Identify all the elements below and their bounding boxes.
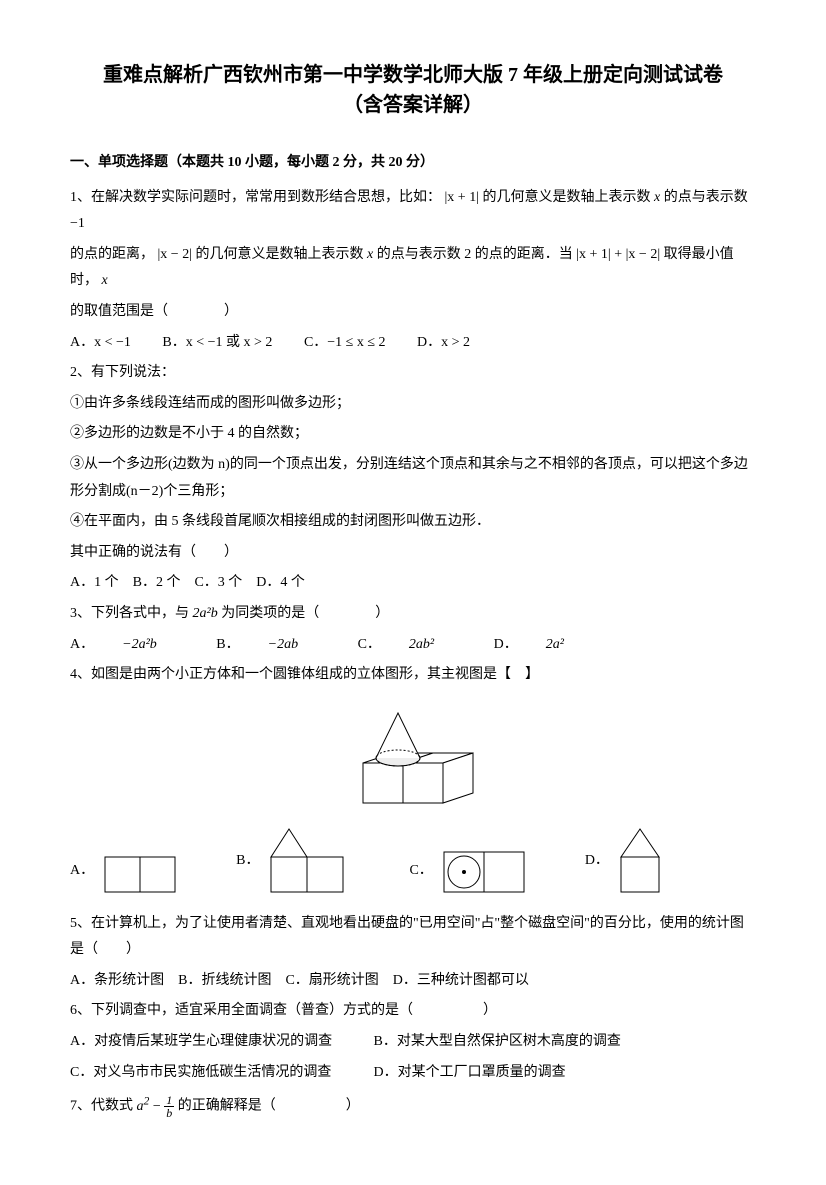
q1-text-a: 1、在解决数学实际问题时，常常用到数形结合思想，比如： bbox=[70, 190, 441, 205]
q4-options-row: A． B． C． D． bbox=[70, 827, 756, 897]
q4-optD-label: D． bbox=[585, 848, 609, 875]
question-1: 1、在解决数学实际问题时，常常用到数形结合思想，比如： |x + 1| 的几何意… bbox=[70, 185, 756, 238]
q4-optA-label: A． bbox=[70, 858, 94, 885]
q3-expr-main: 2a²b bbox=[193, 606, 218, 621]
q4-optC-icon bbox=[439, 847, 529, 897]
q2-s1: ①由许多条线段连结而成的图形叫做多边形； bbox=[70, 391, 756, 418]
q3-optD-expr: 2a² bbox=[546, 632, 564, 659]
q7-frac-den: b bbox=[164, 1107, 174, 1119]
q6-optA: A．对疫情后某班学生心理健康状况的调查 bbox=[70, 1029, 370, 1056]
q4-optA: A． bbox=[70, 847, 180, 897]
q7-a: a bbox=[137, 1099, 144, 1114]
q4-optB-icon bbox=[265, 827, 353, 897]
q7-stem-b: 的正确解释是（ ） bbox=[178, 1099, 360, 1114]
q6-optD: D．对某个工厂口罩质量的调查 bbox=[374, 1065, 566, 1080]
q1-optB: B．x < −1 或 x > 2 bbox=[162, 330, 272, 357]
q6-row2: C．对义乌市市民实施低碳生活情况的调查 D．对某个工厂口罩质量的调查 bbox=[70, 1060, 756, 1087]
q2-s4: ④在平面内，由 5 条线段首尾顺次相接组成的封闭图形叫做五边形． bbox=[70, 509, 756, 536]
q1-optD: D．x > 2 bbox=[417, 330, 470, 357]
q1-neg1: −1 bbox=[70, 216, 85, 231]
q2-s3: ③从一个多边形(边数为 n)的同一个顶点出发，分别连结这个顶点和其余与之不相邻的… bbox=[70, 452, 756, 505]
question-3: 3、下列各式中，与 2a²b 为同类项的是（ ） bbox=[70, 601, 756, 628]
q4-optC: C． bbox=[409, 847, 528, 897]
q7-minus: − bbox=[153, 1099, 161, 1114]
q1-text-b: 的几何意义是数轴上表示数 bbox=[483, 190, 651, 205]
question-1-line2: 的点的距离， |x − 2| 的几何意义是数轴上表示数 x 的点与表示数 2 的… bbox=[70, 242, 756, 295]
q4-main-figure bbox=[70, 703, 756, 813]
q3-optA-label: A． bbox=[70, 632, 94, 659]
q3-optB-label: B． bbox=[216, 632, 239, 659]
q2-s5: 其中正确的说法有（ ） bbox=[70, 540, 756, 567]
q2-opts: A．1 个 B．2 个 C．3 个 D．4 个 bbox=[70, 570, 756, 597]
q2-s2: ②多边形的边数是不小于 4 的自然数； bbox=[70, 421, 756, 448]
q5-stem: 5、在计算机上，为了让使用者清楚、直观地看出硬盘的"已用空间"占"整个磁盘空间"… bbox=[70, 911, 756, 964]
q1-optA: A．x < −1 bbox=[70, 330, 131, 357]
q1-text-f: 的点与表示数 2 的点的距离．当 bbox=[377, 247, 573, 262]
q1-var-x-3: x bbox=[102, 273, 108, 288]
q6-optC: C．对义乌市市民实施低碳生活情况的调查 bbox=[70, 1060, 370, 1087]
doc-title-line2: （含答案详解） bbox=[70, 90, 756, 120]
q1-var-x-2: x bbox=[367, 247, 373, 262]
q5-opts: A．条形统计图 B．折线统计图 C．扇形统计图 D．三种统计图都可以 bbox=[70, 968, 756, 995]
q2-stem: 2、有下列说法： bbox=[70, 360, 756, 387]
q3-optB-expr: −2ab bbox=[268, 632, 298, 659]
q4-optD: D． bbox=[585, 827, 665, 897]
q6-optB: B．对某大型自然保护区树木高度的调查 bbox=[374, 1034, 621, 1049]
q1-expr-abs2: |x − 2| bbox=[158, 247, 193, 262]
q3-optD-label: D． bbox=[494, 632, 518, 659]
q3-stem-a: 3、下列各式中，与 bbox=[70, 606, 189, 621]
q4-optD-icon bbox=[615, 827, 665, 897]
q3-optC-expr: 2ab² bbox=[409, 632, 434, 659]
question-7: 7、代数式 a2 − 1 b 的正确解释是（ ） bbox=[70, 1090, 756, 1120]
q1-text-c: 的点与表示数 bbox=[664, 190, 748, 205]
q4-optA-icon bbox=[100, 847, 180, 897]
q3-optA-expr: −2a²b bbox=[122, 632, 157, 659]
q4-stem: 4、如图是由两个小正方体和一个圆锥体组成的立体图形，其主视图是【 】 bbox=[70, 662, 756, 689]
q1-optC: C．−1 ≤ x ≤ 2 bbox=[304, 330, 386, 357]
q7-stem-a: 7、代数式 bbox=[70, 1099, 133, 1114]
q3-stem-b: 为同类项的是（ ） bbox=[221, 606, 389, 621]
cone-cubes-icon bbox=[343, 703, 483, 813]
q4-optB-label: B． bbox=[236, 848, 259, 875]
q1-text-e: 的几何意义是数轴上表示数 bbox=[196, 247, 364, 262]
q1-text-d: 的点的距离， bbox=[70, 247, 154, 262]
q4-optB: B． bbox=[236, 827, 353, 897]
q7-sup: 2 bbox=[144, 1094, 150, 1107]
doc-title-line1: 重难点解析广西钦州市第一中学数学北师大版 7 年级上册定向测试试卷 bbox=[70, 60, 756, 90]
q4-optC-label: C． bbox=[409, 858, 432, 885]
q3-options: A． −2a²b B． −2ab C． 2ab² D． 2a² bbox=[70, 632, 756, 659]
q1-expr-sum: |x + 1| + |x − 2| bbox=[576, 247, 660, 262]
q3-optC-label: C． bbox=[358, 632, 381, 659]
q6-row1: A．对疫情后某班学生心理健康状况的调查 B．对某大型自然保护区树木高度的调查 bbox=[70, 1029, 756, 1056]
question-1-line3: 的取值范围是（ ） bbox=[70, 299, 756, 326]
q7-frac: 1 b bbox=[164, 1094, 174, 1119]
section-1-header: 一、单项选择题（本题共 10 小题，每小题 2 分，共 20 分） bbox=[70, 150, 756, 177]
q1-expr-abs1: |x + 1| bbox=[445, 190, 480, 205]
q1-var-x-1: x bbox=[654, 190, 660, 205]
q7-expr: a2 − 1 b bbox=[137, 1099, 178, 1114]
q6-stem: 6、下列调查中，适宜采用全面调查（普查）方式的是（ ） bbox=[70, 998, 756, 1025]
q1-options: A．x < −1 B．x < −1 或 x > 2 C．−1 ≤ x ≤ 2 D… bbox=[70, 330, 756, 357]
